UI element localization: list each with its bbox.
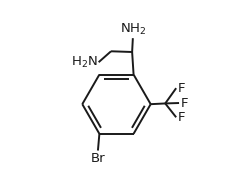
Text: F: F	[178, 82, 186, 95]
Text: NH$_2$: NH$_2$	[120, 22, 146, 37]
Text: H$_2$N: H$_2$N	[71, 55, 98, 70]
Text: F: F	[181, 97, 188, 109]
Text: Br: Br	[90, 152, 105, 165]
Text: F: F	[178, 111, 186, 124]
